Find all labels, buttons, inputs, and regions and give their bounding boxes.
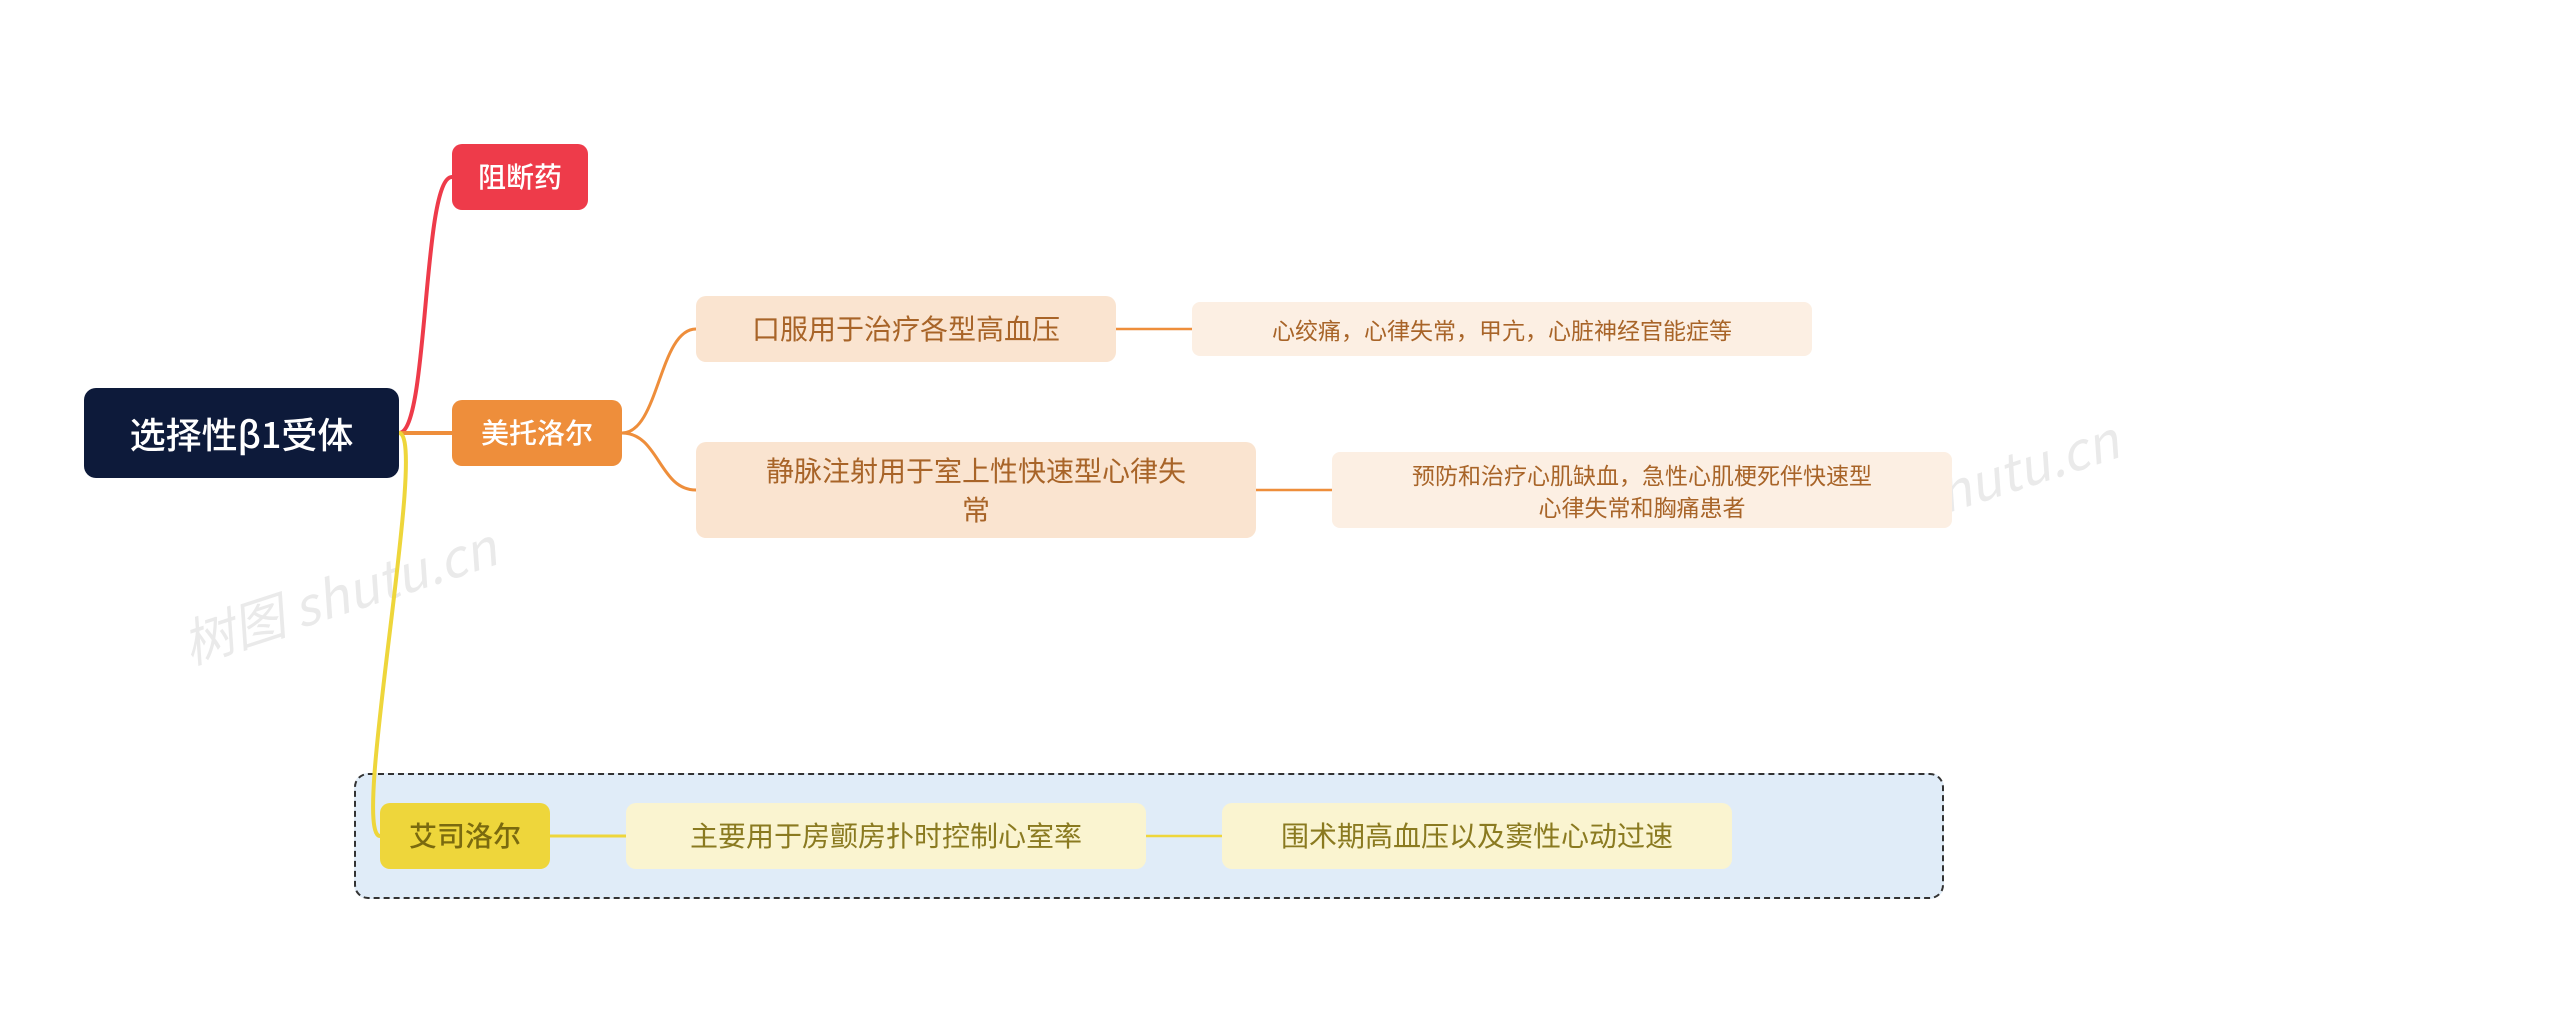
node-esmolol-use1[interactable]: 主要用于房颤房扑时控制心室率 — [626, 803, 1146, 869]
node-metoprolol-oral-detail[interactable]: 心绞痛，心律失常，甲亢，心脏神经官能症等 — [1192, 302, 1812, 356]
node-metoprolol[interactable]: 美托洛尔 — [452, 400, 622, 466]
node-metoprolol-iv-detail[interactable]: 预防和治疗心肌缺血，急性心肌梗死伴快速型 心律失常和胸痛患者 — [1332, 452, 1952, 528]
node-metoprolol-oral[interactable]: 口服用于治疗各型高血压 — [696, 296, 1116, 362]
watermark-1: 树图 shutu.cn — [171, 506, 505, 678]
node-esmolol-use2[interactable]: 围术期高血压以及窦性心动过速 — [1222, 803, 1732, 869]
node-blocker[interactable]: 阻断药 — [452, 144, 588, 210]
node-root[interactable]: 选择性β1受体 — [84, 388, 399, 478]
node-metoprolol-iv[interactable]: 静脉注射用于室上性快速型心律失 常 — [696, 442, 1256, 538]
node-esmolol[interactable]: 艾司洛尔 — [380, 803, 550, 869]
